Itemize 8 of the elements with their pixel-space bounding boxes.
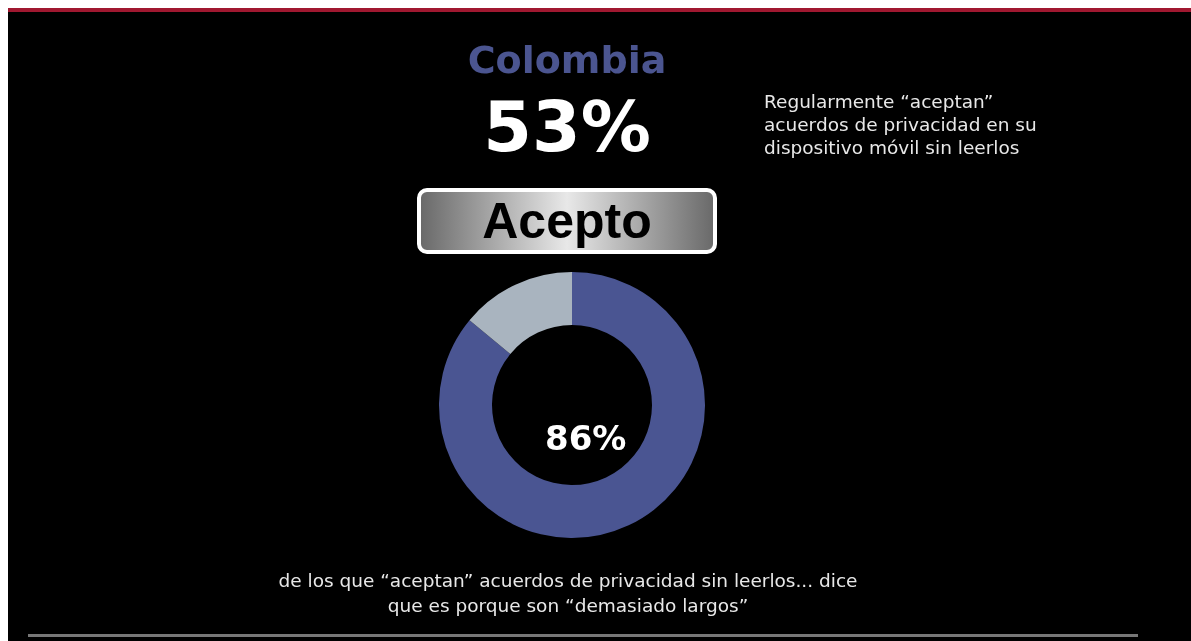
text: de los que “aceptan” acuerdos de privacidad sin leerlos... dice que es porque son “demasiado largos” [277,569,859,618]
text: Regularmente “aceptan” acuerdos de privacidad en su dispositivo móvil sin leerlos [764,90,1038,159]
chart-title: Colombia [466,38,668,82]
donut-slice [439,272,705,538]
text: Acepto [417,188,717,254]
text: 53% [482,86,652,168]
donut-slice [469,272,572,355]
data-label: 86% [544,417,628,458]
